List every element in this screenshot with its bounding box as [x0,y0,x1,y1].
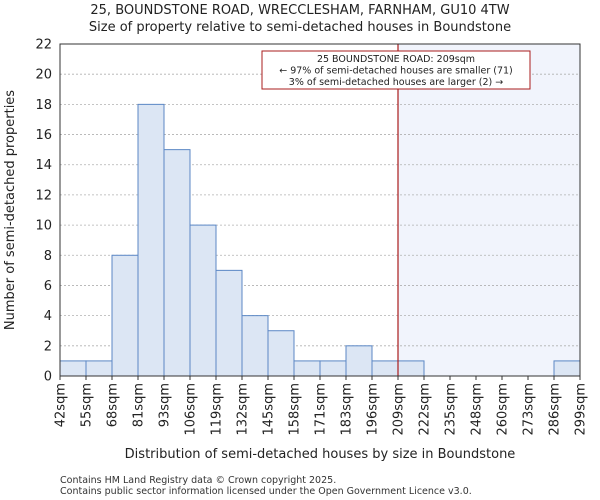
y-tick-label: 2 [44,339,52,354]
x-tick-label: 106sqm [184,383,199,436]
histogram-bar [397,360,425,377]
x-tick-label: 42sqm [54,383,69,427]
histogram-bar [345,345,373,377]
x-tick-label: 171sqm [314,383,329,436]
histogram-bar [267,330,295,377]
y-tick-label: 14 [35,158,52,173]
chart-title: 25, BOUNDSTONE ROAD, WRECCLESHAM, FARNHA… [90,3,510,18]
x-tick-label: 132sqm [236,383,251,436]
y-tick-label: 12 [35,188,52,203]
annotation-text: ← 97% of semi-detached houses are smalle… [279,66,513,77]
x-tick-label: 222sqm [418,383,433,436]
x-tick-label: 119sqm [210,383,225,436]
y-axis-label: Number of semi-detached properties [3,90,18,330]
y-tick-label: 4 [44,309,52,324]
histogram-bar [371,360,399,377]
x-axis-label: Distribution of semi-detached houses by … [125,447,516,462]
y-tick-label: 8 [44,249,52,264]
histogram-bar [137,103,165,377]
histogram-bar [553,360,581,377]
x-tick-label: 209sqm [392,383,407,436]
histogram-bar [163,149,191,377]
y-tick-label: 22 [35,38,52,53]
y-tick-label: 10 [35,219,52,234]
x-tick-label: 299sqm [574,383,589,436]
y-tick-label: 16 [35,128,52,143]
chart-subtitle: Size of property relative to semi-detach… [88,20,512,35]
x-tick-label: 81sqm [132,383,147,427]
x-tick-label: 183sqm [340,383,355,436]
x-tick-label: 158sqm [288,383,303,436]
x-tick-label: 93sqm [158,383,173,427]
annotation-text: 25 BOUNDSTONE ROAD: 209sqm [317,54,475,65]
y-tick-label: 18 [35,98,52,113]
annotation-box [261,50,531,90]
highlight-region [398,44,580,376]
histogram-bar [215,269,243,377]
histogram-bar [111,254,139,377]
histogram-bar [59,360,87,377]
y-tick-label: 0 [44,370,52,385]
x-tick-label: 248sqm [470,383,485,436]
x-tick-label: 196sqm [366,383,381,436]
x-tick-label: 145sqm [262,383,277,436]
histogram-bar [85,360,113,377]
x-tick-label: 235sqm [444,383,459,436]
y-tick-label: 6 [44,279,52,294]
annotation-text: 3% of semi-detached houses are larger (2… [289,77,503,88]
histogram-bar [241,315,269,377]
x-tick-label: 273sqm [522,383,537,436]
histogram-bar [189,224,217,377]
histogram-bar [319,360,347,377]
attribution-line-1: Contains HM Land Registry data © Crown c… [60,475,337,486]
y-tick-label: 20 [35,68,52,83]
histogram-bar [293,360,321,377]
x-tick-label: 286sqm [548,383,563,436]
x-tick-label: 68sqm [106,383,121,427]
x-tick-label: 260sqm [496,383,511,436]
attribution-line-2: Contains public sector information licen… [60,486,472,497]
x-tick-label: 55sqm [80,383,95,427]
